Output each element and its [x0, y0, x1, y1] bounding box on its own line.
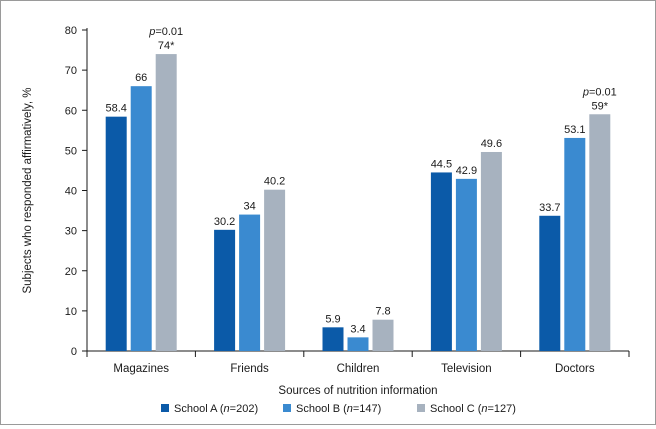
bar	[264, 189, 286, 351]
legend-label: School A (n=202)	[174, 403, 258, 415]
y-tick-label: 80	[65, 25, 77, 37]
bar	[155, 54, 177, 351]
p-value-annotation: p=0.01	[582, 86, 617, 98]
data-label: 7.8	[375, 306, 390, 318]
p-value-annotation: p=0.01	[148, 26, 183, 38]
bar	[214, 229, 236, 351]
bar	[455, 178, 477, 351]
data-label: 42.9	[456, 165, 477, 177]
y-tick-label: 10	[65, 306, 77, 318]
data-label: 58.4	[105, 103, 126, 115]
data-label: 49.6	[481, 138, 502, 150]
bar	[539, 215, 561, 351]
data-labels-group: 58.4 66 74* 30.2 34 40.2 5.9 3.4 7.8 44.5 42.9 49.6…	[105, 26, 616, 335]
bar	[589, 114, 611, 351]
bar	[480, 151, 502, 351]
x-category-label: Doctors	[555, 363, 595, 375]
bar	[564, 137, 586, 351]
y-tick-label: 30	[65, 226, 77, 238]
data-label: 40.2	[264, 176, 285, 188]
data-label: 34	[243, 201, 255, 213]
y-tick-label: 0	[71, 346, 77, 358]
y-tick-label: 60	[65, 105, 77, 117]
legend-label: School B (n=147)	[296, 403, 381, 415]
legend: School A (n=202) School B (n=147) School C…	[161, 403, 516, 415]
data-label: 44.5	[431, 158, 452, 170]
bar	[130, 86, 152, 352]
axes: 0 10 20 30 40 50 60 70 80 Magazines Friends Childre…	[65, 25, 630, 375]
legend-swatch	[417, 404, 425, 412]
bar	[105, 116, 127, 351]
data-label: 66	[135, 72, 147, 84]
data-label: 5.9	[325, 313, 340, 325]
bar	[430, 172, 452, 351]
y-tick-label: 20	[65, 266, 77, 278]
data-label: 33.7	[539, 202, 560, 214]
x-category-label: Children	[337, 363, 380, 375]
bar	[239, 214, 261, 351]
bar	[347, 337, 369, 351]
bars-group	[105, 54, 611, 352]
bar	[322, 327, 344, 351]
x-category-label: Television	[441, 363, 492, 375]
y-axis-title: Subjects who responded affirmatively, %	[22, 87, 34, 293]
y-tick-label: 40	[65, 186, 77, 198]
x-category-label: Friends	[230, 363, 269, 375]
y-tick-label: 70	[65, 65, 77, 77]
data-label: 59*	[592, 100, 609, 112]
x-axis-title: Sources of nutrition information	[278, 385, 437, 397]
legend-label: School C (n=127)	[430, 403, 516, 415]
data-label: 53.1	[564, 124, 585, 136]
data-label: 3.4	[350, 323, 365, 335]
data-label: 30.2	[214, 216, 235, 228]
data-label: 74*	[158, 40, 175, 52]
bar	[372, 319, 394, 351]
x-category-label: Magazines	[113, 363, 169, 375]
legend-swatch	[283, 404, 291, 412]
legend-swatch	[161, 404, 169, 412]
y-tick-label: 50	[65, 145, 77, 157]
